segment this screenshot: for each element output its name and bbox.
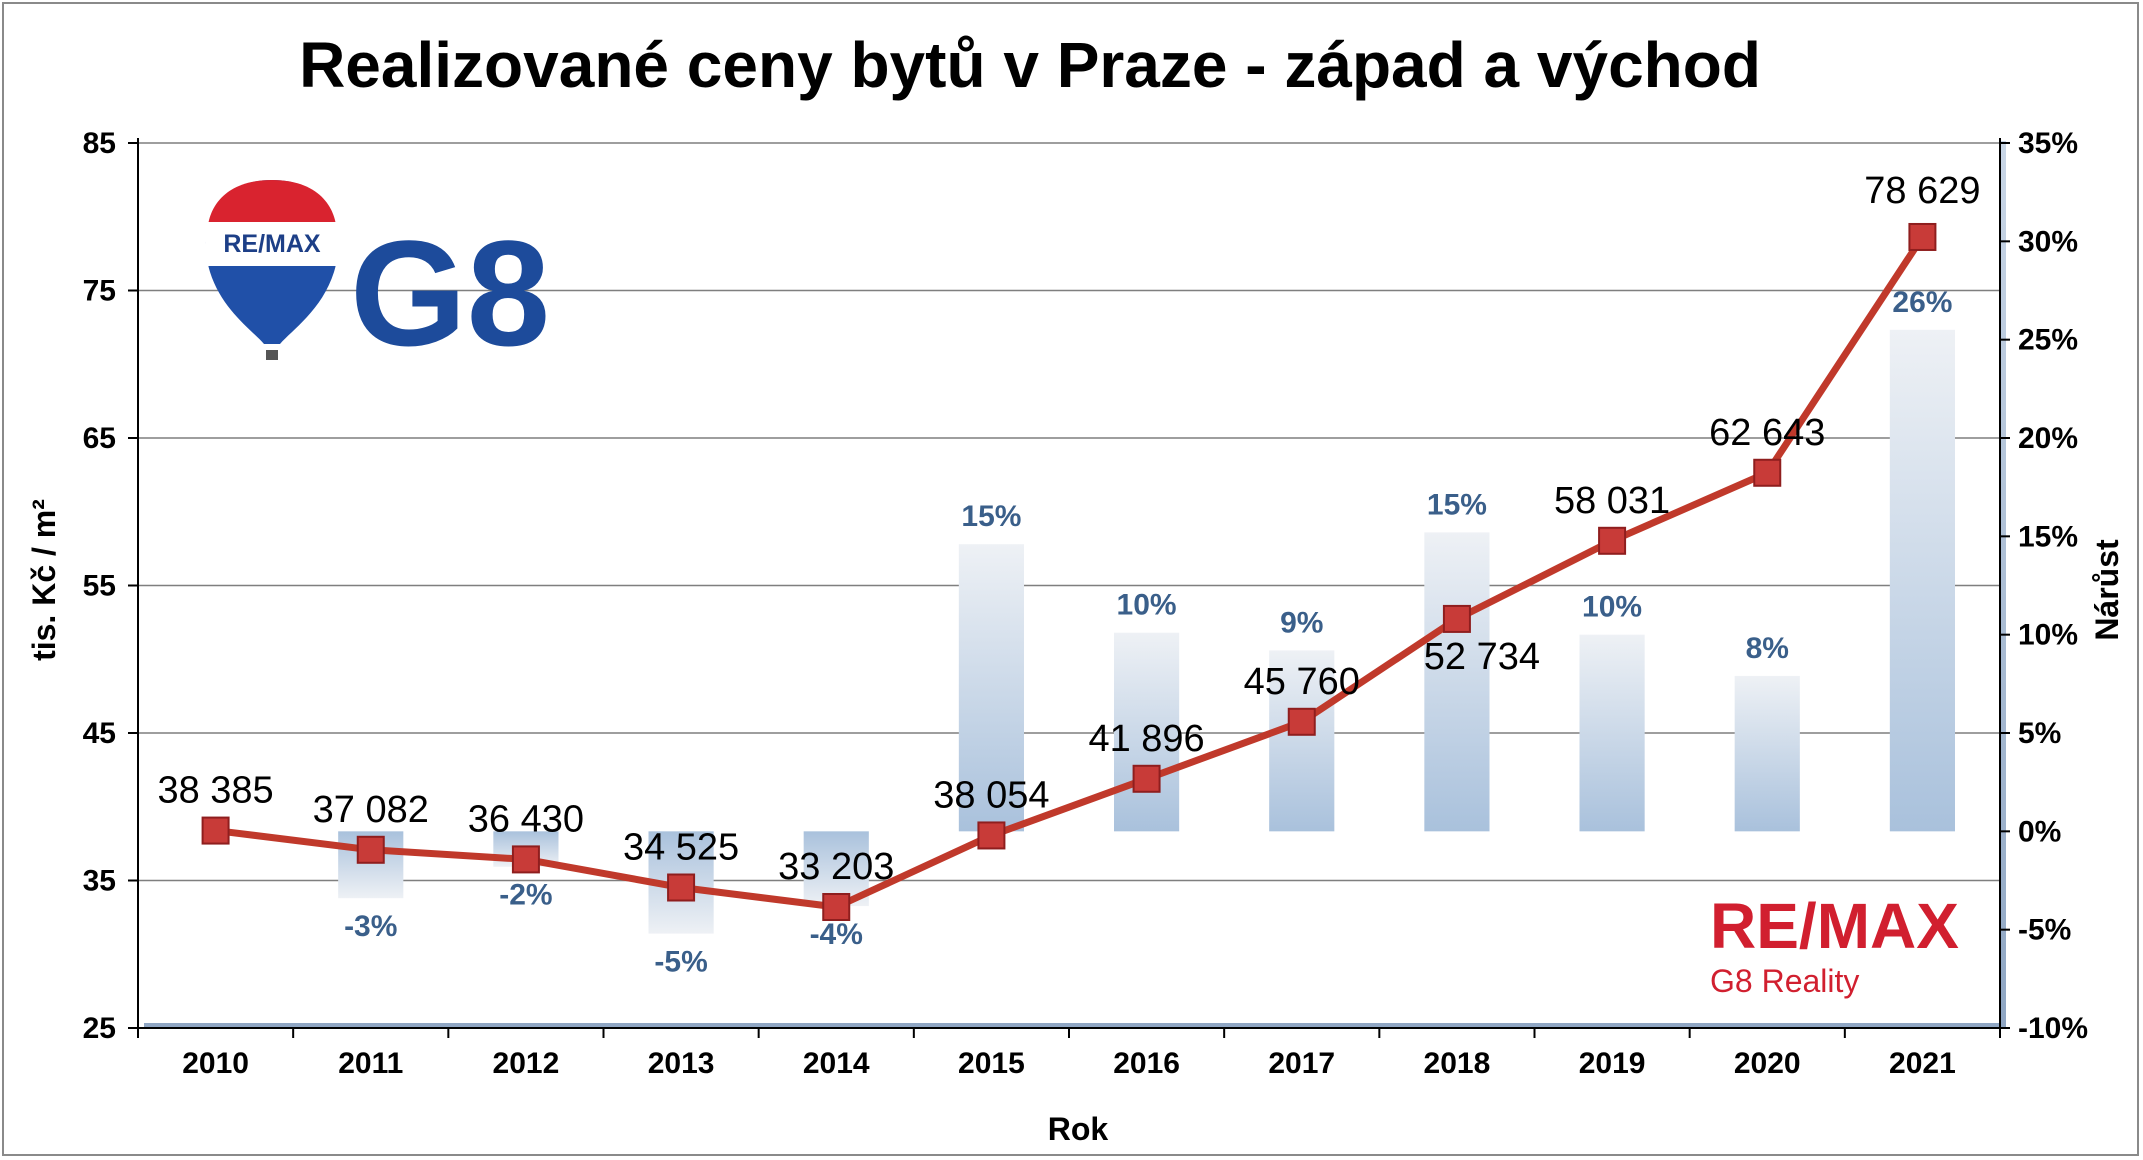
x-tick-label: 2016 [1113, 1047, 1180, 1080]
price-marker [977, 821, 1006, 850]
bar [1889, 329, 1956, 832]
price-marker [1442, 604, 1471, 633]
bar-percent-label: -3% [344, 910, 397, 943]
remax-brand-text: RE/MAX [1710, 890, 1959, 962]
bar-percent-label: 15% [1427, 488, 1487, 521]
bar-percent-label: 10% [1117, 589, 1177, 622]
y-axis-right-title: Nárůst [2089, 539, 2125, 641]
y-axis-left-title: tis. Kč / m² [26, 499, 62, 661]
y-right-tick-label: -10% [2018, 1012, 2088, 1045]
price-marker [1132, 764, 1161, 793]
line-series [201, 222, 1937, 922]
bar [1734, 675, 1800, 832]
price-value-label: 41 896 [1088, 718, 1204, 760]
y-right-tick-label: 5% [2018, 717, 2061, 750]
price-marker [1908, 222, 1937, 251]
y-right-tick-label: 0% [2018, 815, 2061, 848]
y-left-tick-label: 85 [83, 127, 116, 160]
price-value-label: 38 054 [933, 774, 1049, 816]
price-marker [1598, 526, 1627, 555]
price-value-label: 62 643 [1709, 412, 1825, 454]
x-tick-label: 2013 [648, 1047, 715, 1080]
x-tick-label: 2019 [1579, 1047, 1646, 1080]
brand-subtitle: G8 Reality [1710, 963, 1859, 999]
y-left-tick-label: 55 [83, 570, 116, 603]
x-tick-label: 2020 [1734, 1047, 1801, 1080]
price-value-label: 38 385 [157, 770, 273, 812]
price-marker [1753, 458, 1782, 487]
price-value-label: 58 031 [1554, 480, 1670, 522]
y-left-tick-label: 25 [83, 1012, 116, 1045]
price-value-label: 52 734 [1424, 636, 1540, 678]
bar [1579, 634, 1645, 832]
y-right-tick-label: 10% [2018, 619, 2078, 652]
price-line [215, 235, 1926, 911]
price-value-label: 45 760 [1244, 661, 1360, 703]
y-right-tick-label: 15% [2018, 520, 2078, 553]
bar-percent-label: 15% [961, 500, 1021, 533]
price-value-label: 34 525 [623, 827, 739, 869]
balloon-white-band [206, 222, 338, 266]
price-marker [511, 845, 540, 874]
x-axis-title: Rok [1048, 1111, 1109, 1147]
bar-percent-label: 9% [1280, 606, 1323, 639]
bar [1113, 632, 1180, 832]
y-left-tick-label: 65 [83, 422, 116, 455]
price-marker [667, 873, 696, 902]
y-left-tick-label: 45 [83, 717, 116, 750]
x-tick-label: 2021 [1889, 1047, 1956, 1080]
y-right-tick-label: 25% [2018, 324, 2078, 357]
bar-percent-label: -4% [810, 918, 863, 951]
axes: 25 35 45 55 65 75 85 -10% -5% 0% 5% 10% 15% 20% 25% 30%… [83, 127, 2088, 1080]
balloon-logo-text: RE/MAX [223, 230, 321, 258]
y-right-tick-label: 20% [2018, 422, 2078, 455]
remax-balloon-logo: RE/MAX [206, 180, 338, 360]
price-marker [822, 893, 851, 922]
price-marker [1287, 707, 1316, 736]
chart-title: Realizované ceny bytů v Praze - západ a … [299, 29, 1761, 101]
y-right-tick-label: -5% [2018, 914, 2071, 947]
y-left-tick-label: 35 [83, 865, 116, 898]
price-value-label: 37 082 [313, 789, 429, 831]
bar-percent-label: -2% [499, 879, 552, 912]
y-right-tick-label: 30% [2018, 225, 2078, 258]
bar-percent-label: 26% [1892, 286, 1952, 319]
price-value-label: 36 430 [468, 798, 584, 840]
bar-percent-label: -5% [654, 946, 707, 979]
y-left-tick-label: 75 [83, 275, 116, 308]
x-tick-label: 2012 [493, 1047, 560, 1080]
bar-percent-label: 8% [1746, 632, 1789, 665]
data-labels: -3% -2% -5% -4% 15% 10% 9% 15% 10% 8% 26% 38 385 37 … [157, 170, 1980, 979]
bar-series [338, 329, 1956, 934]
x-tick-label: 2015 [958, 1047, 1025, 1080]
balloon-basket [266, 350, 278, 360]
bar [958, 544, 1025, 832]
bar [1424, 532, 1490, 832]
x-tick-label: 2011 [338, 1047, 403, 1080]
price-marker [201, 816, 230, 845]
plot-area [138, 135, 2000, 1023]
x-tick-label: 2014 [803, 1047, 870, 1080]
y-right-tick-label: 35% [2018, 127, 2078, 160]
bar [1269, 650, 1335, 832]
price-marker [356, 835, 385, 864]
x-tick-label: 2017 [1268, 1047, 1335, 1080]
g8-logo-text: G8 [350, 209, 550, 377]
price-value-label: 33 203 [778, 846, 894, 888]
x-tick-label: 2010 [182, 1047, 249, 1080]
bar-percent-label: 10% [1582, 591, 1642, 624]
price-value-label: 78 629 [1864, 170, 1980, 212]
x-tick-label: 2018 [1424, 1047, 1491, 1080]
